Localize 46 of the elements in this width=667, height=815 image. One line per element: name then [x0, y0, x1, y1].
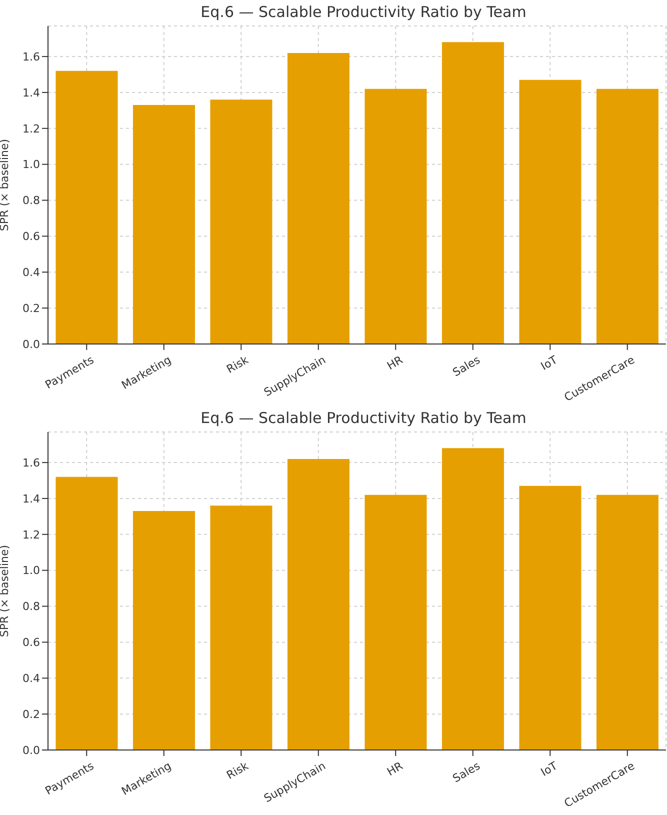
- bar: [132, 105, 195, 344]
- bar: [442, 448, 504, 750]
- x-tick-label: IoT: [538, 353, 560, 373]
- y-tick-label: 1.2: [22, 528, 40, 542]
- y-tick-label: 1.0: [22, 158, 40, 172]
- y-tick-label: 0.6: [22, 230, 40, 244]
- x-tick-label: HR: [384, 353, 406, 373]
- y-tick-label: 0.0: [22, 338, 40, 351]
- y-tick-label: 0.4: [22, 266, 40, 280]
- y-axis-title: SPR (× baseline): [0, 544, 11, 638]
- bar: [442, 42, 504, 344]
- x-tick-label: HR: [384, 759, 406, 779]
- bar: [56, 476, 118, 750]
- bar: [364, 494, 427, 750]
- bar: [287, 458, 350, 750]
- bar: [596, 88, 658, 344]
- y-tick-label: 0.4: [22, 672, 40, 686]
- bar: [132, 511, 195, 750]
- bar: [519, 486, 582, 750]
- y-tick-label: 1.0: [22, 564, 40, 578]
- x-tick-label: IoT: [538, 759, 560, 779]
- bar: [519, 80, 582, 344]
- bar: [210, 506, 272, 750]
- x-tick-label: Risk: [224, 759, 252, 782]
- y-tick-label: 0.6: [22, 636, 40, 650]
- bar: [287, 52, 350, 344]
- x-tick-label: Risk: [224, 353, 252, 376]
- y-tick-label: 1.4: [22, 86, 40, 100]
- y-tick-label: 0.2: [22, 708, 40, 721]
- bar: [56, 70, 118, 344]
- y-tick-label: 0.8: [22, 194, 40, 208]
- y-tick-label: 1.4: [22, 492, 40, 506]
- y-tick-label: 1.6: [22, 50, 40, 64]
- bar: [210, 100, 272, 344]
- bar: [364, 88, 427, 344]
- chart-title: Eq.6 — Scalable Productivity Ratio by Team: [200, 2, 528, 23]
- x-tick-label: Sales: [450, 353, 483, 380]
- y-tick-label: 0.2: [22, 302, 40, 315]
- chart-title: Eq.6 — Scalable Productivity Ratio by Team: [200, 408, 528, 429]
- y-tick-label: 1.2: [22, 122, 40, 136]
- bar: [596, 494, 658, 750]
- y-tick-label: 0.0: [22, 744, 40, 757]
- y-axis-title: SPR (× baseline): [0, 138, 11, 232]
- x-tick-label: Sales: [450, 759, 483, 786]
- y-tick-label: 1.6: [22, 456, 40, 470]
- y-tick-label: 0.8: [22, 600, 40, 614]
